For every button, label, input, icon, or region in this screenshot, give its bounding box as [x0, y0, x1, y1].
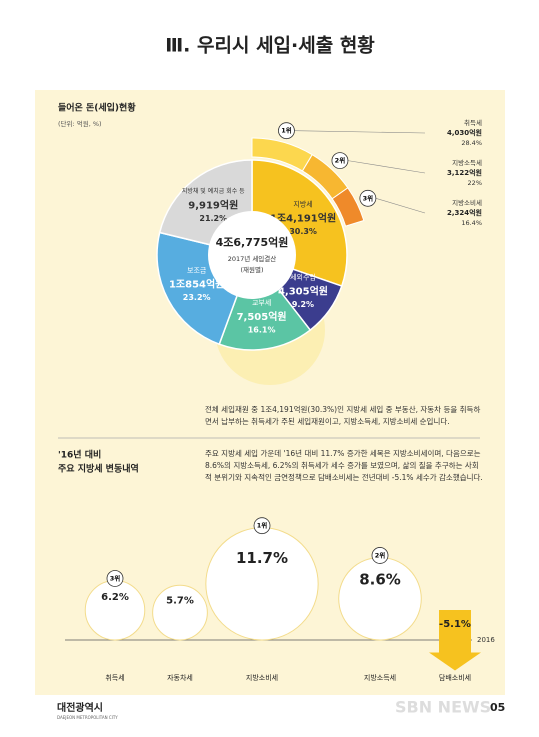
decrease-arrow — [429, 610, 481, 671]
category-label: 취득세 — [105, 673, 124, 682]
slice-amount: 1조4,191억원 — [270, 212, 336, 225]
slice-percent: 9.2% — [292, 300, 314, 309]
center-sub: (재원별) — [240, 265, 263, 274]
rank-label: 3위 — [110, 573, 121, 582]
slice-amount: 9,919억원 — [188, 199, 238, 212]
slice-amount: 1조854억원 — [169, 278, 224, 291]
rank-badge — [371, 547, 389, 564]
bubble-value: 8.6% — [359, 571, 401, 589]
breakdown-arc — [331, 187, 365, 227]
category-label: 지방소득세 — [364, 673, 396, 682]
breakdown-amount: 4,030억원 — [447, 128, 482, 137]
unit-note: (단위: 억원, %) — [58, 119, 102, 128]
slice-percent: 30.3% — [289, 227, 317, 236]
bubble — [84, 579, 146, 641]
slice-percent: 21.2% — [199, 214, 227, 223]
breakdown-amount: 3,122억원 — [447, 168, 482, 177]
arrow-value: -5.1% — [439, 619, 471, 630]
slice-name: 지방채 및 예치금 회수 등 — [182, 187, 245, 195]
breakdown-name: 지방소득세 — [452, 158, 482, 167]
slice-percent: 16.1% — [248, 325, 276, 334]
watermark: SBN NEWS — [395, 698, 491, 717]
breakdown-name: 지방소비세 — [452, 198, 482, 207]
rank-badge — [359, 189, 377, 207]
rank-label: 3위 — [363, 193, 374, 202]
category-label: 지방소비세 — [246, 673, 278, 682]
slice-amount: 4,305억원 — [278, 285, 328, 298]
rank-badge — [278, 122, 295, 140]
leader-line — [294, 130, 426, 134]
breakdown-name: 취득세 — [464, 118, 482, 127]
slice-name: 교부세 — [252, 298, 271, 307]
x-axis-label: 2016 — [477, 636, 495, 644]
center-value: 4조6,775억원 — [216, 235, 289, 249]
category-label: 담배소비세 — [439, 673, 471, 682]
section-subtitle: 주요 지방세 변동내역 — [58, 463, 139, 475]
center-caption: 2017년 세입결산 — [228, 254, 277, 263]
slice-name: 세외수입 — [290, 273, 316, 282]
rank-badge — [106, 570, 124, 587]
page-title: Ⅲ. 우리시 세입·세출 현황 — [165, 34, 375, 57]
rank-label: 1위 — [281, 126, 292, 135]
slice-percent: 23.2% — [183, 293, 211, 302]
leader-line — [347, 160, 426, 174]
breakdown-amount: 2,324억원 — [447, 208, 482, 217]
rank-label: 1위 — [257, 521, 268, 530]
slice-amount: 7,505억원 — [237, 310, 287, 323]
rank-badge — [331, 152, 349, 170]
section-title: 들어온 돈(세입)현황 — [58, 102, 136, 114]
footer-city: 대전광역시 — [57, 701, 103, 714]
bubble-value: 5.7% — [166, 595, 194, 606]
page-number: 05 — [490, 701, 505, 714]
rank-label: 2위 — [375, 550, 386, 559]
section-title: '16년 대비 — [58, 449, 101, 461]
bubble-value: 6.2% — [101, 592, 129, 603]
slice-name: 보조금 — [187, 267, 207, 275]
category-label: 자동차세 — [167, 673, 193, 682]
bubble — [205, 527, 319, 641]
bubble-value: 11.7% — [236, 549, 288, 567]
breakdown-percent: 28.4% — [461, 139, 482, 147]
bubble-note: 주요 지방세 세입 가운데 '16년 대비 11.7% 증가한 세목은 지방소비… — [205, 449, 483, 482]
rank-badge — [253, 517, 271, 535]
footer-city-en: DAEJEON METROPOLITAN CITY — [57, 715, 118, 720]
breakdown-percent: 22% — [468, 179, 482, 187]
rank-label: 2위 — [335, 156, 346, 165]
pie-note: 전체 세입재원 중 1조4,191억원(30.3%)인 지방세 세입 중 부동산… — [205, 405, 481, 426]
pie-center — [208, 211, 296, 299]
leader-line — [375, 198, 426, 214]
slice-name: 지방세 — [293, 200, 312, 209]
bubble — [152, 584, 208, 641]
breakdown-percent: 16.4% — [461, 219, 482, 227]
